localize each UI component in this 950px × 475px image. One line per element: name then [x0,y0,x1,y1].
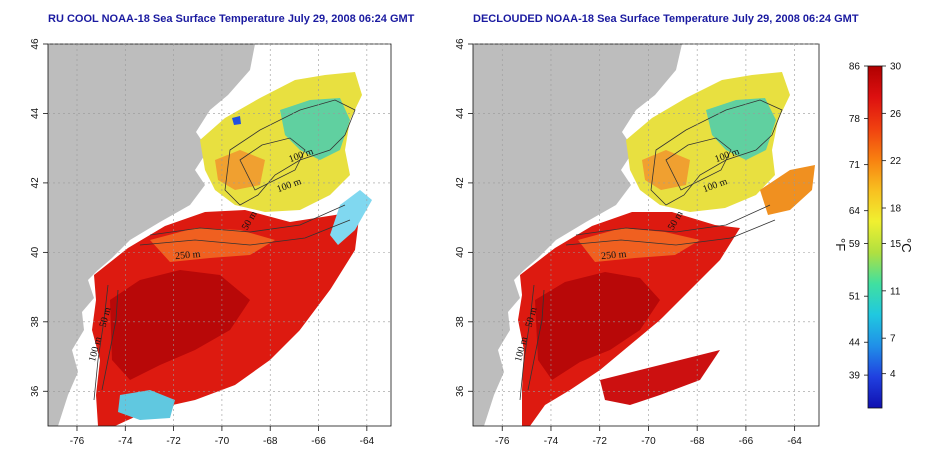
left-depth-contours [93,99,356,401]
left-cloud-streak [330,190,372,245]
lon-tick-label: -74 [544,436,559,447]
right-map [473,44,819,426]
right-axis-ticks: -76 -74 -72 -70 -68 -66 -64 46 44 42 40 38 36 [455,38,802,447]
lon-tick-label: -68 [690,436,705,447]
lon-tick-label: -76 [70,436,85,447]
right-sst-hot [535,272,660,380]
fahrenheit-tick-label: 59 [849,239,861,250]
celsius-tick-label: 15 [890,239,902,250]
lat-tick-label: 36 [455,385,466,397]
lat-tick-label: 42 [30,177,41,189]
left-cloud-patch-south [118,390,175,420]
right-depth-contours [519,99,783,401]
fahrenheit-tick-label: 44 [849,338,861,349]
contour-depth-label: 50 m [524,306,540,329]
lon-tick-label: -76 [495,436,510,447]
lat-tick-label: 40 [30,246,41,258]
celsius-tick-label: 22 [890,156,902,167]
celsius-unit: °C [899,238,914,253]
lat-tick-label: 44 [455,107,466,119]
fahrenheit-tick-label: 51 [849,292,861,303]
colorbar [867,65,883,409]
fahrenheit-tick-label: 78 [849,114,861,125]
lon-tick-label: -68 [263,436,278,447]
lat-tick-label: 40 [455,246,466,258]
contour-depth-label: 250 m [601,249,627,262]
lat-tick-label: 42 [455,177,466,189]
right-map-frame [472,43,820,427]
left-map-title: RU COOL NOAA-18 Sea Surface Temperature … [48,13,415,25]
contour-depth-label: 50 m [98,306,114,329]
fahrenheit-tick-label: 86 [849,62,861,73]
fahrenheit-unit: °F [833,238,848,251]
lon-tick-label: -74 [118,436,133,447]
left-map [48,44,391,426]
lat-tick-label: 46 [455,38,466,50]
right-sst-orange [578,228,700,262]
fahrenheit-tick-label: 64 [849,206,861,217]
right-land [473,44,682,426]
celsius-tick-label: 4 [890,369,896,380]
right-map-title: DECLOUDED NOAA-18 Sea Surface Temperatur… [473,13,859,25]
right-sst-gulf-orange [642,150,690,190]
left-sst-gulf-orange [215,150,265,190]
lat-tick-label: 36 [30,385,41,397]
right-sst-east-orange [760,165,815,215]
left-sst-orange [150,228,275,262]
celsius-tick-label: 18 [890,204,902,215]
celsius-tick-label: 26 [890,109,902,120]
lat-tick-label: 38 [30,316,41,328]
celsius-tick-label: 30 [890,62,902,73]
left-land [48,44,255,426]
lat-tick-label: 44 [30,107,41,119]
left-axis-ticks: -76 -74 -72 -70 -68 -66 -64 46 44 42 40 38 36 [30,38,375,447]
lat-tick-label: 38 [455,316,466,328]
left-graticule [48,43,391,426]
lon-tick-label: -72 [166,436,181,447]
contour-depth-label: 250 m [175,249,201,262]
left-sst-hot [110,270,250,380]
fahrenheit-tick-label: 71 [849,160,861,171]
left-clouds-east [240,240,391,426]
lon-tick-label: -70 [641,436,656,447]
lon-tick-label: -64 [787,436,802,447]
lon-tick-label: -66 [311,436,326,447]
lon-tick-label: -70 [215,436,230,447]
colorbar-ticks: 86 78 71 64 59 51 44 39 30 26 22 18 15 11 7 4 [849,62,902,382]
lon-tick-label: -66 [739,436,754,447]
fahrenheit-tick-label: 39 [849,371,861,382]
celsius-tick-label: 7 [890,334,896,345]
lon-tick-label: -72 [592,436,607,447]
left-sst-cold-spot [232,116,241,125]
right-graticule [473,43,819,426]
celsius-tick-label: 11 [890,286,901,297]
lon-tick-label: -64 [360,436,375,447]
lat-tick-label: 46 [30,38,41,50]
